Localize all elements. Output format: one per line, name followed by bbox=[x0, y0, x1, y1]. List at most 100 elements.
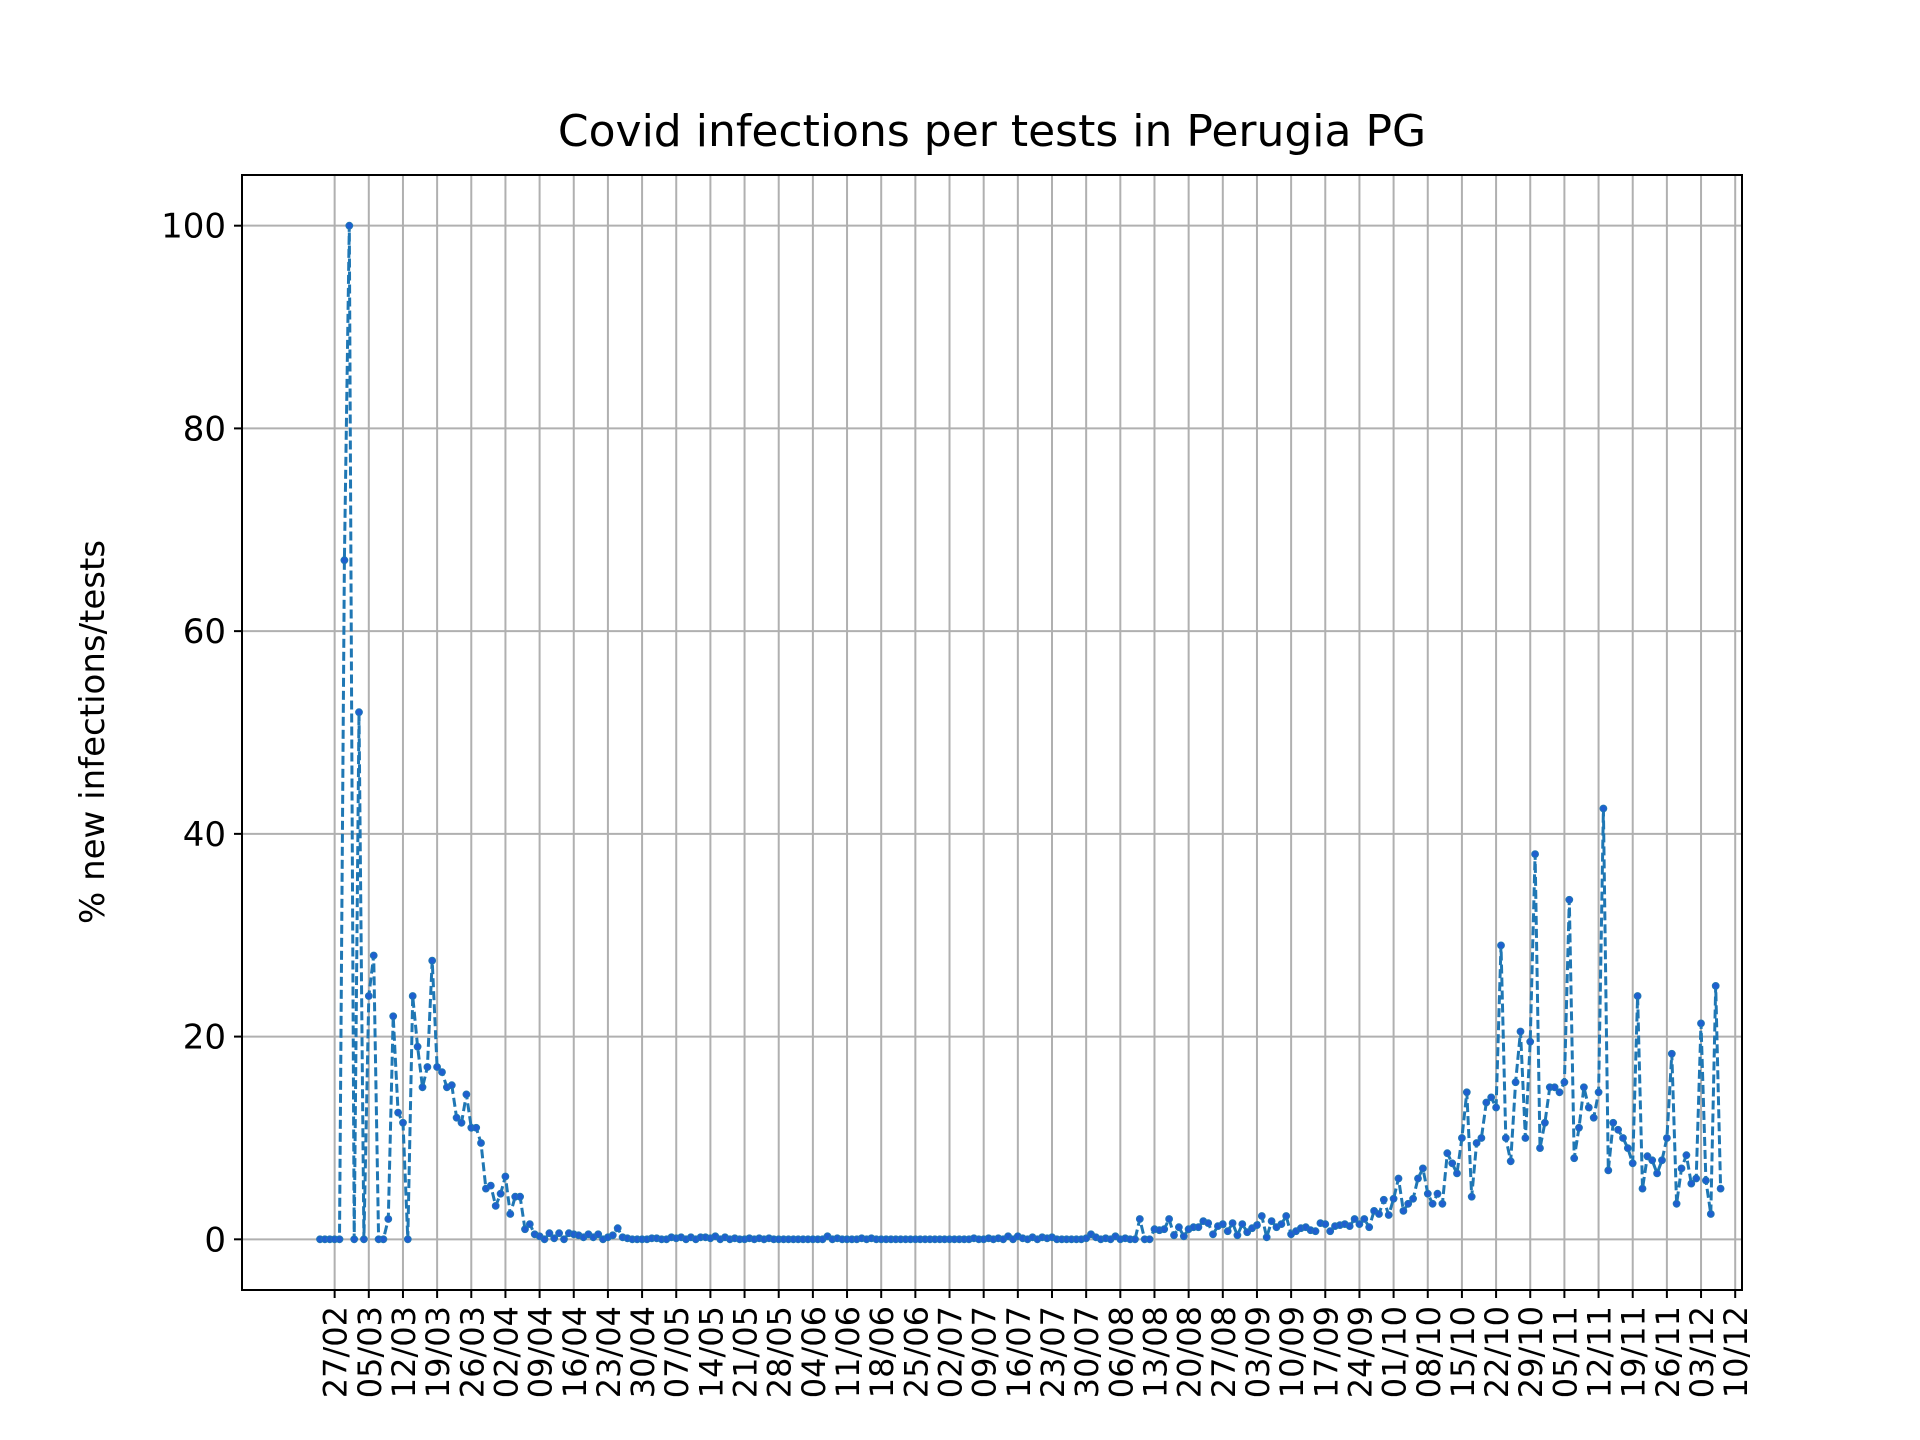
data-point bbox=[384, 1215, 393, 1223]
data-point bbox=[457, 1118, 466, 1127]
data-point bbox=[1575, 1123, 1583, 1132]
data-point bbox=[452, 1113, 461, 1122]
data-point bbox=[1419, 1164, 1427, 1173]
data-point bbox=[1204, 1219, 1213, 1227]
data-point bbox=[1477, 1134, 1486, 1142]
data-point bbox=[462, 1090, 471, 1099]
data-point bbox=[1350, 1215, 1359, 1223]
data-point bbox=[1604, 1166, 1613, 1175]
data-point bbox=[1131, 1235, 1139, 1244]
data-point bbox=[545, 1229, 554, 1238]
data-point bbox=[1521, 1134, 1530, 1142]
data-point bbox=[1399, 1207, 1408, 1215]
plot-frame bbox=[241, 174, 1743, 1291]
data-point bbox=[1516, 1027, 1525, 1036]
y-tick-label: 100 bbox=[161, 207, 226, 247]
data-point bbox=[560, 1235, 568, 1244]
x-tick-label: 14/05 bbox=[692, 1306, 730, 1398]
data-point bbox=[608, 1231, 617, 1240]
data-point bbox=[1692, 1174, 1701, 1183]
data-point bbox=[486, 1181, 495, 1190]
data-point bbox=[1282, 1212, 1291, 1220]
x-tick-label: 02/04 bbox=[487, 1306, 525, 1398]
data-point bbox=[1209, 1230, 1217, 1239]
data-point bbox=[345, 221, 354, 230]
x-tick-label: 23/04 bbox=[590, 1306, 628, 1398]
data-point bbox=[335, 1235, 344, 1244]
data-point bbox=[1238, 1220, 1247, 1228]
data-point bbox=[1555, 1088, 1564, 1097]
data-point bbox=[1433, 1189, 1442, 1198]
data-point bbox=[491, 1202, 500, 1210]
data-point bbox=[1482, 1098, 1491, 1107]
data-point bbox=[1643, 1152, 1652, 1161]
data-point bbox=[1706, 1210, 1715, 1218]
data-point bbox=[394, 1108, 403, 1117]
x-tick-label: 12/11 bbox=[1581, 1306, 1619, 1398]
x-tick-label: 28/05 bbox=[761, 1306, 799, 1398]
x-tick-label: 03/09 bbox=[1239, 1306, 1277, 1398]
x-tick-label: 13/08 bbox=[1136, 1306, 1174, 1398]
x-tick-label: 11/06 bbox=[829, 1306, 867, 1398]
data-point bbox=[1580, 1083, 1588, 1092]
data-point bbox=[1379, 1195, 1388, 1204]
data-point bbox=[555, 1229, 563, 1238]
y-axis: 0 20 40 60 80 100 bbox=[161, 207, 242, 1260]
data-point bbox=[1257, 1212, 1266, 1220]
data-point bbox=[496, 1189, 505, 1198]
data-point bbox=[1179, 1232, 1188, 1241]
data-point bbox=[1614, 1125, 1622, 1134]
data-point bbox=[423, 1063, 432, 1071]
x-tick-label: 16/04 bbox=[556, 1306, 594, 1398]
data-point bbox=[389, 1012, 398, 1021]
data-point bbox=[428, 956, 437, 965]
data-point bbox=[1360, 1215, 1369, 1223]
data-point bbox=[1311, 1227, 1320, 1236]
data-point bbox=[1448, 1159, 1457, 1168]
data-point bbox=[1194, 1223, 1203, 1232]
data-point bbox=[1594, 1088, 1603, 1097]
data-point bbox=[1672, 1199, 1681, 1208]
data-point bbox=[1619, 1134, 1627, 1142]
data-point bbox=[1145, 1235, 1154, 1244]
x-tick-label: 09/04 bbox=[522, 1306, 560, 1398]
data-point bbox=[1428, 1199, 1437, 1208]
data-point bbox=[1633, 992, 1642, 1000]
data-point bbox=[1609, 1118, 1618, 1127]
data-point bbox=[1628, 1159, 1637, 1168]
data-point bbox=[1326, 1227, 1335, 1236]
x-tick-label: 08/10 bbox=[1410, 1306, 1448, 1398]
data-point bbox=[1175, 1223, 1183, 1232]
data-point bbox=[355, 708, 363, 717]
data-point bbox=[364, 992, 373, 1000]
data-point bbox=[1550, 1083, 1559, 1092]
data-point bbox=[1501, 1134, 1510, 1142]
data-point bbox=[438, 1068, 446, 1076]
y-tick-label: 60 bbox=[183, 612, 226, 652]
data-point bbox=[525, 1220, 534, 1228]
data-point bbox=[1389, 1194, 1398, 1203]
data-point bbox=[1638, 1184, 1647, 1193]
grid bbox=[242, 175, 1742, 1290]
data-point bbox=[433, 1063, 442, 1071]
x-tick-label: 19/03 bbox=[419, 1306, 457, 1398]
data-point bbox=[403, 1235, 412, 1244]
data-point bbox=[1648, 1156, 1657, 1165]
x-tick-label: 06/08 bbox=[1102, 1306, 1140, 1398]
data-point bbox=[1228, 1219, 1237, 1227]
data-point bbox=[1497, 941, 1505, 950]
data-point bbox=[613, 1224, 622, 1233]
data-point bbox=[1541, 1118, 1549, 1127]
data-point bbox=[1365, 1223, 1374, 1232]
data-point bbox=[594, 1230, 603, 1239]
data-point bbox=[1658, 1156, 1666, 1165]
series-group bbox=[316, 221, 1725, 1244]
data-point bbox=[550, 1234, 559, 1243]
x-tick-label: 26/11 bbox=[1649, 1306, 1687, 1398]
data-point bbox=[1531, 850, 1539, 858]
data-point bbox=[1511, 1078, 1520, 1087]
x-tick-label: 27/08 bbox=[1205, 1306, 1243, 1398]
data-point bbox=[1702, 1176, 1710, 1185]
